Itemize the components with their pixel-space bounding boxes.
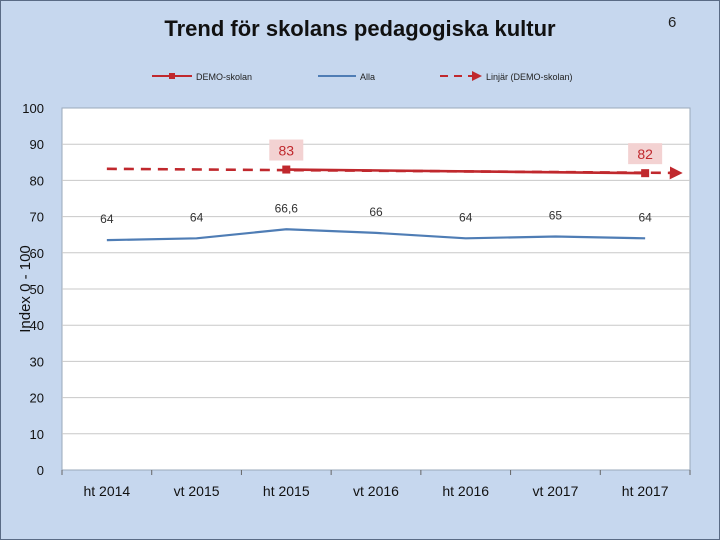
legend-demo-label: DEMO-skolan: [196, 72, 252, 82]
x-tick-label: ht 2014: [83, 483, 130, 499]
data-label-alla: 64: [190, 210, 204, 224]
series-line-alla: [106, 228, 646, 242]
y-tick-label: 0: [37, 463, 44, 478]
y-tick-label: 90: [30, 137, 44, 152]
y-tick-label: 40: [30, 318, 44, 333]
data-label-alla: 66,6: [275, 201, 299, 215]
legend-alla-label: Alla: [360, 72, 375, 82]
y-tick-label: 30: [30, 354, 44, 369]
x-tick-label: ht 2015: [263, 483, 310, 499]
data-label-demo: 83: [278, 143, 294, 159]
x-tick-label: vt 2016: [353, 483, 399, 499]
slide-number: 6: [668, 14, 677, 31]
x-tick-label: vt 2015: [174, 483, 220, 499]
legend-demo-marker: [169, 73, 175, 79]
y-tick-label: 60: [30, 246, 44, 261]
y-axis-label: Index 0 - 100: [17, 245, 34, 333]
data-label-bg-demo: [628, 143, 663, 165]
y-tick-label: 70: [30, 210, 44, 225]
x-tick-label: ht 2017: [622, 483, 669, 499]
data-point-demo: [282, 165, 291, 174]
data-label-alla: 66: [369, 205, 383, 219]
data-label-alla: 64: [638, 210, 652, 224]
y-tick-label: 80: [30, 173, 44, 188]
data-label-bg-demo: [269, 139, 304, 161]
y-tick-label: 100: [22, 101, 44, 116]
data-label-demo: 82: [637, 146, 653, 162]
x-tick-label: vt 2017: [532, 483, 578, 499]
y-tick-label: 50: [30, 282, 44, 297]
x-tick-label: ht 2016: [442, 483, 489, 499]
data-label-alla: 65: [549, 209, 563, 223]
y-tick-label: 10: [30, 427, 44, 442]
data-point-demo: [641, 169, 650, 178]
legend-trend-label: Linjär (DEMO-skolan): [486, 72, 573, 82]
series-line-demo: [286, 168, 646, 175]
data-label-alla: 64: [100, 212, 114, 226]
chart-title: Trend för skolans pedagogiska kultur: [164, 16, 556, 41]
y-tick-label: 20: [30, 391, 44, 406]
data-label-alla: 64: [459, 210, 473, 224]
